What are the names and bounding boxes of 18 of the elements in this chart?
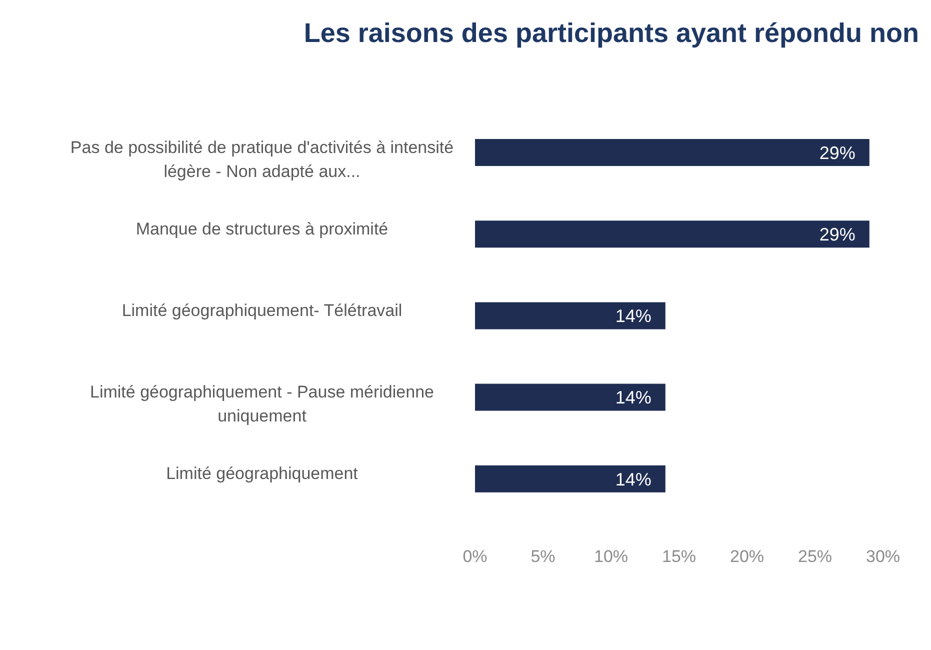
y-tick-label: Limité géographiquement- Télétravail [122, 301, 402, 320]
data-label: 14% [615, 388, 652, 408]
y-tick-label: Limité géographiquement [166, 464, 358, 484]
data-label: 14% [615, 469, 652, 490]
x-tick-label: 10% [594, 547, 628, 566]
x-tick-label: 30% [866, 547, 900, 566]
x-tick-label: 15% [662, 547, 696, 566]
data-label: 29% [819, 224, 856, 244]
x-tick-label: 25% [798, 547, 832, 566]
x-tick-label: 0% [462, 547, 488, 566]
data-label: 29% [819, 142, 856, 163]
x-tick-label: 20% [730, 547, 764, 566]
x-tick-label: 5% [530, 547, 556, 566]
data-label: 14% [615, 306, 652, 326]
chart-title: Les raisons des participants ayant répondu non [304, 18, 919, 49]
y-tick-label: Limité géographiquement - Pause méridienne uniquement [90, 382, 434, 426]
y-tick-label: Manque de structures à proximité [136, 219, 388, 238]
y-tick-label: Pas de possibilité de pratique d'activités à intensité légère - Non adapté aux... [70, 138, 454, 181]
